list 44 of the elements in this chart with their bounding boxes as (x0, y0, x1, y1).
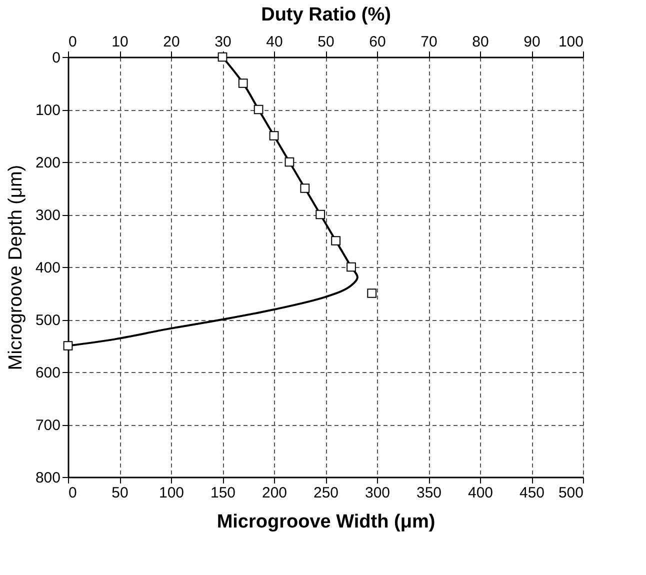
y-axis-title: Microgroove Depth (μm) (5, 164, 26, 370)
x2-tick-label: 90 (524, 34, 540, 50)
x2-axis-title: Duty Ratio (%) (261, 4, 391, 26)
x-tick-label: 100 (158, 484, 184, 502)
x-tick-label: 200 (262, 484, 288, 502)
point (331, 236, 340, 246)
point (346, 262, 356, 272)
x-tick-label: 500 (558, 484, 584, 502)
x-tick-label: 450 (519, 484, 545, 502)
x2-tick-label: 60 (369, 34, 386, 50)
x2-tick-label: 80 (472, 34, 489, 50)
x2-tick-label: 0 (68, 34, 77, 50)
point (316, 210, 326, 220)
y-tick-label: 300 (35, 207, 60, 224)
point (367, 288, 377, 298)
x2-tick-label: 30 (214, 34, 232, 50)
point (238, 78, 248, 88)
x-tick-label: 0 (68, 484, 77, 502)
point (269, 131, 279, 140)
y-tick-label: 700 (35, 417, 60, 434)
x-axis-title: Microgroove Width (μm) (216, 512, 436, 532)
point (254, 104, 264, 114)
x-tick-label: 350 (416, 484, 442, 502)
y-tick-label: 100 (35, 102, 60, 119)
x2-tick-label: 10 (112, 34, 128, 50)
y-tick-label: 200 (35, 154, 60, 172)
point (300, 184, 310, 193)
point (284, 157, 294, 167)
x2-tick-label: 20 (163, 34, 180, 50)
y-tick-label: 400 (35, 260, 60, 276)
x-tick-label: 50 (112, 484, 128, 502)
x-tick-label: 150 (210, 484, 236, 502)
y-tick-label: 0 (52, 50, 60, 66)
x-tick-label: 400 (468, 484, 494, 502)
x-tick-label: 300 (364, 484, 390, 502)
y-tick-label: 500 (35, 312, 60, 329)
y-tick-label: 600 (35, 364, 60, 382)
y-tick-label: 800 (35, 470, 60, 486)
x2-tick-label: 50 (318, 34, 334, 50)
x2-tick-label: 70 (420, 34, 438, 50)
point (63, 341, 73, 350)
x-tick-label: 250 (313, 484, 339, 502)
x2-tick-label: 100 (558, 34, 584, 50)
x2-tick-label: 40 (266, 34, 283, 50)
